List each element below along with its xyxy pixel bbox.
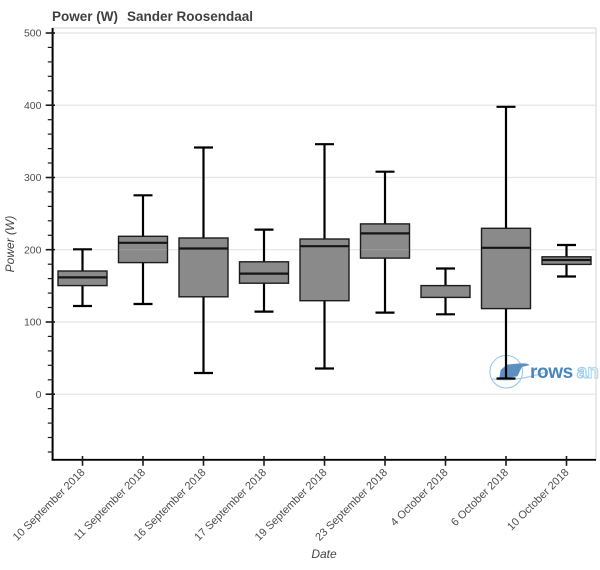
svg-text:n: n: [587, 362, 599, 383]
svg-text:Sander Roosendaal: Sander Roosendaal: [127, 9, 253, 24]
svg-text:Power (W): Power (W): [52, 9, 118, 24]
svg-text:500: 500: [24, 28, 42, 40]
svg-text:0: 0: [36, 389, 42, 401]
svg-text:Date: Date: [311, 547, 337, 561]
svg-text:a: a: [577, 362, 588, 383]
svg-text:400: 400: [24, 100, 42, 112]
svg-text:200: 200: [24, 244, 42, 256]
svg-text:Power (W): Power (W): [3, 216, 17, 273]
svg-text:100: 100: [24, 317, 42, 329]
svg-text:300: 300: [24, 172, 42, 184]
svg-text:rows: rows: [530, 362, 573, 383]
